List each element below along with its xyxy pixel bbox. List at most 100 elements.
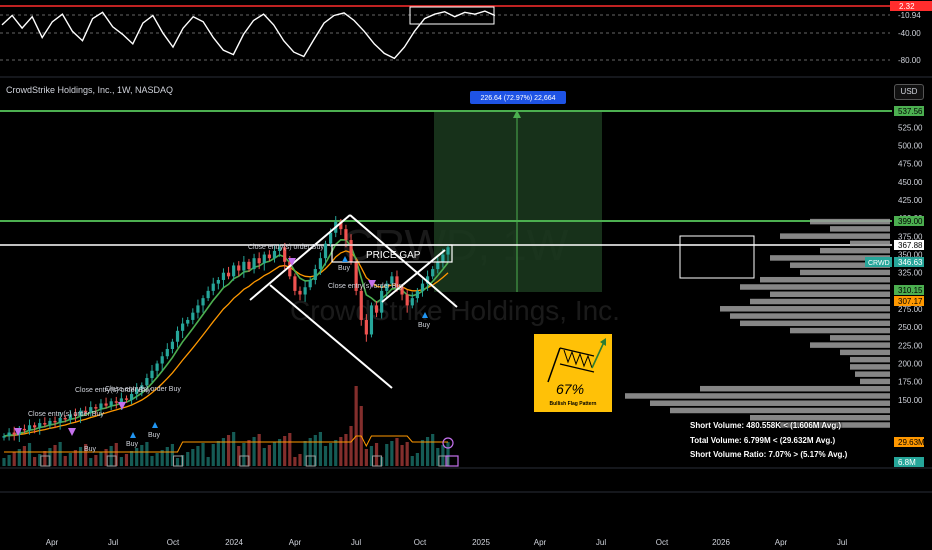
candle-body	[201, 298, 205, 306]
currency-button[interactable]: USD	[894, 84, 924, 100]
candle-body	[150, 370, 154, 379]
candle-body	[2, 436, 6, 438]
price-tick-label: 500.00	[898, 142, 923, 151]
candle-body	[431, 269, 435, 277]
pattern-trendline[interactable]	[349, 214, 458, 308]
candle-body	[53, 420, 57, 423]
candle-body	[441, 254, 445, 262]
price-tick-label: 325.00	[898, 269, 923, 278]
candle-body	[135, 388, 139, 395]
volume-bar	[94, 455, 98, 466]
candle-body	[145, 378, 149, 386]
volume-bar	[420, 440, 425, 466]
volume-bar	[308, 438, 312, 466]
time-tick-label: Apr	[46, 538, 59, 547]
volume-bar	[7, 455, 11, 466]
earnings-icon[interactable]	[305, 455, 316, 467]
volume-bar	[334, 440, 338, 466]
volume-bar	[206, 457, 210, 466]
measure-arrowhead	[513, 110, 521, 118]
candle-body	[369, 305, 374, 335]
time-tick-label: Jul	[837, 538, 847, 547]
candle-body	[191, 312, 195, 320]
volume-profile-bar	[750, 415, 890, 421]
pattern-trendline[interactable]	[269, 284, 393, 389]
volume-profile-bar	[770, 291, 890, 298]
earnings-icon[interactable]	[372, 455, 383, 467]
sell-arrow-icon	[14, 428, 22, 436]
candle-body	[385, 283, 389, 291]
sell-arrow-icon	[368, 280, 376, 288]
order-annotation: Close entry(s) order Buy	[328, 283, 404, 290]
short-ratio-stat: Short Volume Ratio: 7.07% > (5.17% Avg.)	[690, 450, 848, 459]
volume-last-label: 6.8M	[898, 458, 916, 467]
volume-profile-bar	[760, 276, 890, 283]
order-annotation: Close entry(s) order Buy	[28, 411, 104, 418]
price-labels: 537.56 399.00 367.88 CRWD 346.63 310.15 …	[865, 106, 925, 467]
volume-bar	[73, 450, 78, 466]
upcoming-earnings-icon[interactable]	[445, 455, 459, 467]
candle-body	[104, 403, 108, 406]
volume-bar	[374, 443, 379, 466]
candle-body	[242, 261, 246, 271]
symbol-title[interactable]: CrowdStrike Holdings, Inc., 1W, NASDAQ	[6, 85, 174, 95]
candle-body	[27, 425, 32, 431]
osc-tick-label: -40.00	[898, 29, 921, 38]
projection-box[interactable]	[679, 235, 755, 279]
candle-body	[78, 410, 83, 416]
volume-bar	[293, 457, 297, 466]
volume-profile-bar	[625, 393, 890, 399]
volume-bar	[216, 441, 220, 466]
candle-body	[359, 290, 363, 320]
candle-body	[318, 258, 323, 270]
earnings-icon[interactable]	[239, 455, 250, 467]
price-tick-label: 375.00	[898, 232, 923, 241]
time-tick-label: Apr	[775, 538, 788, 547]
time-tick-label: 2026	[712, 538, 730, 547]
candle-body	[339, 221, 343, 230]
time-tick-label: 2025	[472, 538, 490, 547]
earnings-icon[interactable]	[438, 455, 449, 467]
volume-bar	[298, 454, 302, 466]
earnings-icon[interactable]	[173, 455, 184, 467]
volume-bar	[43, 451, 47, 466]
earnings-icon[interactable]	[40, 455, 51, 467]
volume-bar	[140, 445, 144, 466]
pattern-trendline[interactable]	[249, 214, 351, 301]
upcoming-event-icon[interactable]	[442, 437, 454, 449]
time-axis[interactable]: Apr Jul Oct 2024 Apr Jul Oct 2025 Apr Jul Oct 2026 A…	[46, 538, 848, 547]
candle-body	[216, 279, 220, 284]
pattern-trendline[interactable]	[381, 249, 446, 303]
candle-body	[232, 265, 236, 277]
candle-body	[175, 330, 180, 342]
target-zone[interactable]	[434, 111, 602, 292]
buy-arrow-icon	[152, 422, 158, 428]
volume-bar	[68, 453, 72, 466]
volume-bar	[63, 456, 67, 466]
volume-bar	[160, 450, 164, 466]
candle-body	[277, 247, 282, 251]
candle-body	[114, 401, 118, 403]
volume-bar	[186, 452, 190, 466]
earnings-icon[interactable]	[106, 455, 117, 467]
watermark-name: CrowdStrike Holdings, Inc.	[290, 295, 620, 326]
ticker-label: CRWD	[868, 260, 890, 267]
candle-body	[395, 276, 399, 288]
candle-body	[73, 414, 78, 416]
buy-arrows	[130, 256, 428, 438]
price-axis[interactable]: 150.00175.00200.00225.00250.00275.00300.…	[898, 123, 923, 404]
volume-bar	[267, 445, 271, 466]
volume-bar	[129, 451, 134, 466]
price-gap-box[interactable]	[331, 244, 453, 263]
osc-tick-label: -80.00	[898, 56, 921, 65]
bullish-flag-image: 67% Bullish Flag Pattern	[534, 334, 612, 412]
order-annotation: Close entry(s) order Buy	[105, 386, 181, 393]
volume-bar	[53, 445, 57, 466]
volume-profile-bar	[750, 298, 890, 305]
candle-body	[425, 276, 430, 284]
volume-bar	[201, 443, 205, 466]
volume-bar	[425, 437, 430, 466]
volume-bar	[221, 438, 226, 466]
order-annotation: Close entry(s) order Buy	[75, 387, 151, 394]
